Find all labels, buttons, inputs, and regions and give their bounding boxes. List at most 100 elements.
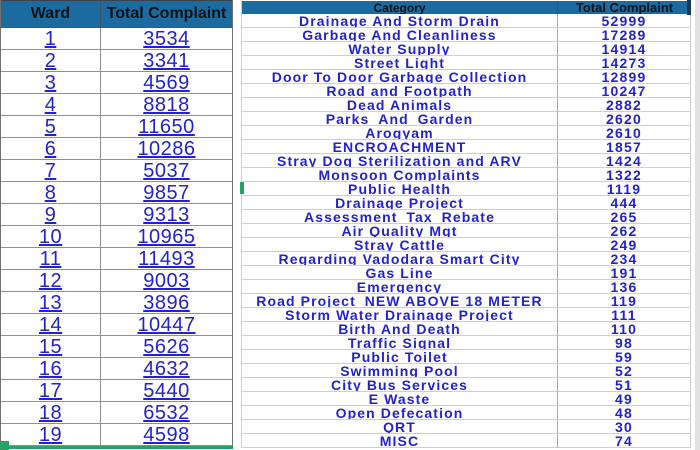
category-total-cell: 1119: [558, 182, 691, 195]
category-label: Stray Cattle: [353, 238, 445, 251]
ward-total-link[interactable]: 3341: [143, 49, 190, 72]
category-total-link[interactable]: 59: [615, 350, 633, 363]
category-label: Door To Door Garbage Collection: [271, 70, 528, 83]
ward-total-link[interactable]: 9313: [143, 203, 190, 226]
category-cell: Assessment_Tax_Rebate: [242, 210, 558, 223]
ward-total-link[interactable]: 3896: [143, 291, 190, 314]
category-label: E Waste: [368, 392, 431, 405]
category-total-cell: 444: [558, 196, 691, 209]
ward-link[interactable]: 19: [38, 423, 63, 446]
category-total-link[interactable]: 111: [611, 308, 637, 321]
category-total-link[interactable]: 1119: [606, 182, 642, 195]
ward-total-link[interactable]: 5037: [143, 159, 190, 182]
category-total-link[interactable]: 1857: [606, 140, 642, 153]
category-total-link[interactable]: 17289: [601, 28, 647, 41]
ward-total-link[interactable]: 10965: [137, 225, 196, 248]
ward-link[interactable]: 5: [44, 115, 57, 138]
category-total-link[interactable]: 234: [610, 252, 638, 265]
ward-link[interactable]: 11: [39, 247, 62, 270]
category-total-link[interactable]: 136: [610, 280, 638, 293]
category-total-link[interactable]: 12899: [601, 70, 647, 83]
ward-link[interactable]: 16: [38, 357, 63, 380]
table-row: Regarding Vadodara Smart City 234: [242, 252, 691, 266]
ward-link[interactable]: 2: [44, 49, 57, 72]
ward-total-link[interactable]: 4632: [143, 357, 190, 380]
ward-total-link[interactable]: 10447: [137, 313, 196, 336]
category-total-link[interactable]: 30: [615, 420, 633, 433]
table-row: Open Defecation 48: [242, 406, 691, 420]
ward-total-cell: 3534: [101, 28, 232, 49]
category-total-cell: 1857: [558, 140, 691, 153]
category-total-link: 74: [615, 434, 633, 447]
category-total-link[interactable]: 14914: [601, 42, 647, 55]
category-cell: Swimming Pool: [242, 364, 558, 377]
ward-link[interactable]: 3: [44, 71, 57, 94]
category-total-link[interactable]: 110: [610, 322, 638, 335]
ward-total-link[interactable]: 6532: [143, 401, 190, 424]
category-total-link[interactable]: 2882: [606, 98, 642, 111]
table-row: QRT 30: [242, 420, 691, 434]
category-total-link[interactable]: 10247: [601, 84, 647, 97]
category-total-link[interactable]: 444: [610, 196, 638, 209]
ward-cell: 3: [1, 72, 101, 93]
category-column-header: Category: [242, 1, 558, 14]
category-total-link[interactable]: 52999: [601, 14, 647, 27]
ward-cell: 10: [1, 226, 101, 247]
ward-link[interactable]: 9: [44, 203, 57, 226]
table-row: 17 5440: [1, 380, 232, 402]
category-total-cell: 74: [558, 434, 691, 447]
category-label: Street Light: [354, 56, 445, 69]
category-total-link[interactable]: 262: [610, 224, 638, 237]
category-total-link[interactable]: 265: [610, 210, 638, 223]
ward-total-link[interactable]: 11493: [138, 247, 195, 270]
ward-total-link[interactable]: 9857: [143, 181, 190, 204]
category-total-link[interactable]: 2610: [606, 126, 642, 139]
ward-total-link[interactable]: 8818: [143, 93, 190, 116]
table-row: MISC 74: [242, 434, 691, 448]
ward-cell: 15: [1, 336, 101, 357]
ward-link[interactable]: 13: [38, 291, 63, 314]
ward-total-link[interactable]: 4598: [143, 423, 190, 446]
category-total-link[interactable]: 51: [615, 378, 633, 391]
scrollbar-track[interactable]: [695, 0, 700, 450]
category-cell: Dead Animals: [242, 98, 558, 111]
category-total-link[interactable]: 249: [610, 238, 638, 251]
ward-link[interactable]: 6: [44, 137, 57, 160]
ward-link[interactable]: 14: [38, 313, 63, 336]
ward-link[interactable]: 7: [44, 159, 57, 182]
category-total-link[interactable]: 49: [615, 392, 633, 405]
ward-total-link[interactable]: 4569: [143, 71, 190, 94]
ward-cell: 8: [1, 182, 101, 203]
category-total-link[interactable]: 191: [610, 266, 638, 279]
category-total-link[interactable]: 48: [615, 406, 633, 419]
category-cell: ENCROACHMENT: [242, 140, 558, 153]
category-total-link[interactable]: 2620: [606, 112, 642, 125]
ward-link[interactable]: 12: [38, 269, 63, 292]
ward-link[interactable]: 1: [44, 27, 57, 50]
ward-link[interactable]: 8: [44, 181, 57, 204]
category-total-link[interactable]: 1424: [606, 154, 642, 167]
ward-cell: 2: [1, 50, 101, 71]
ward-link[interactable]: 18: [38, 401, 63, 424]
ward-link[interactable]: 10: [38, 225, 63, 248]
ward-cell: 5: [1, 116, 101, 137]
ward-total-link[interactable]: 5626: [143, 335, 190, 358]
category-total-link[interactable]: 98: [615, 336, 633, 349]
ward-total-link[interactable]: 11650: [138, 115, 195, 138]
table-row: E Waste 49: [242, 392, 691, 406]
ward-link[interactable]: 4: [44, 93, 57, 116]
category-total-link[interactable]: 14273: [601, 56, 647, 69]
category-label: Regarding Vadodara Smart City: [278, 252, 521, 265]
category-cell: Public Toilet: [242, 350, 558, 363]
ward-total-link[interactable]: 9003: [143, 269, 190, 292]
ward-cell: 13: [1, 292, 101, 313]
category-total-link[interactable]: 52: [615, 364, 633, 377]
ward-link[interactable]: 17: [38, 379, 63, 402]
ward-total-link[interactable]: 10286: [137, 137, 196, 160]
ward-total-link[interactable]: 3534: [143, 27, 190, 50]
category-total-link[interactable]: 1322: [606, 168, 642, 181]
category-total-link[interactable]: 119: [610, 294, 638, 307]
table-row: 18 6532: [1, 402, 232, 424]
ward-link[interactable]: 15: [38, 335, 63, 358]
ward-total-link[interactable]: 5440: [143, 379, 190, 402]
